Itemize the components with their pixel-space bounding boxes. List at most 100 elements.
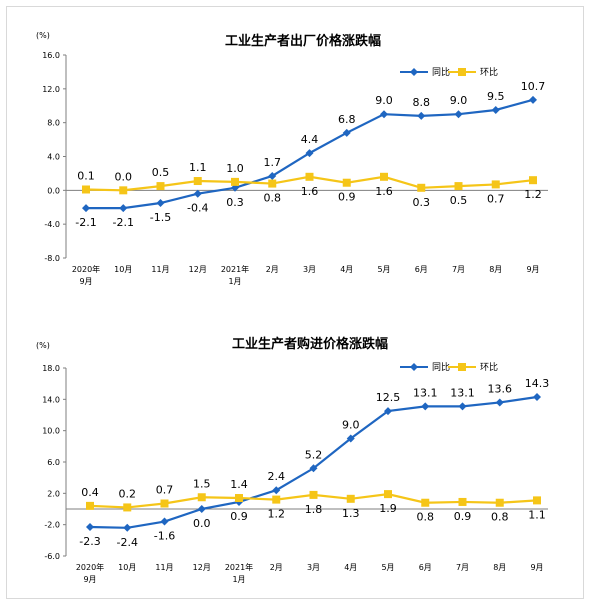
chart2-series-2-point xyxy=(384,490,392,499)
chart1-series-2-data-label: 0.1 xyxy=(77,169,95,182)
chart2-series-1-data-label: 0.9 xyxy=(230,510,248,523)
chart1-series-1-data-label: 8.8 xyxy=(413,96,431,109)
chart2-ytick-label: 6.0 xyxy=(47,458,60,467)
chart1-series-2-point xyxy=(82,185,90,194)
chart2-series-1-point xyxy=(458,402,467,411)
chart1-unit: (%) xyxy=(36,31,50,40)
chart1-xtick-label: 4月 xyxy=(340,265,353,274)
chart2-series-2-point xyxy=(272,495,281,504)
chart2-series-1-point xyxy=(495,398,504,407)
chart1-series-1-point xyxy=(119,204,128,213)
chart1-series-1-point xyxy=(380,110,388,119)
chart1-ytick-label: 8.0 xyxy=(47,119,60,128)
chart1-series-1-data-label: -2.1 xyxy=(113,216,134,229)
chart2-xtick-label: 9月 xyxy=(83,575,96,584)
chart1-series-2-data-label: 0.5 xyxy=(152,166,170,179)
chart2-xtick-label: 1月 xyxy=(232,575,245,584)
chart2-ytick-label: 10.0 xyxy=(42,427,60,436)
chart1-xtick-label: 2021年 xyxy=(221,264,249,274)
chart2-series-2-data-label: 1.1 xyxy=(528,508,546,521)
chart1-series-2-data-label: 1.2 xyxy=(524,188,542,201)
chart2-series-1-data-label: 13.1 xyxy=(450,386,475,399)
chart1-xtick-label: 6月 xyxy=(415,265,428,274)
chart1-series-1-data-label: 9.0 xyxy=(375,94,393,107)
chart2-series-1-data-label: 13.6 xyxy=(488,382,513,395)
chart2-series-2-point xyxy=(495,498,504,507)
chart2-series-2-data-label: 0.4 xyxy=(81,486,99,499)
chart2-series-2-point xyxy=(235,494,243,503)
chart1-ytick-label: 0.0 xyxy=(47,186,60,195)
chart2-series-1-point xyxy=(197,505,206,513)
chart1-series-2-data-label: 0.0 xyxy=(115,170,133,183)
chart2-xtick-label: 2021年 xyxy=(225,562,253,572)
chart2-series-1-data-label: 9.0 xyxy=(342,419,360,432)
chart2-series-2-point xyxy=(309,490,318,499)
chart2-series-1-point xyxy=(346,434,355,443)
chart2-ytick-label: -6.0 xyxy=(44,552,60,561)
chart1-xtick-label: 2月 xyxy=(266,265,279,274)
chart1-series-1-data-label: 9.5 xyxy=(487,90,505,103)
chart1-legend-marker-2 xyxy=(458,68,466,76)
chart2-series-2-data-label: 1.9 xyxy=(379,502,397,515)
chart1-xtick-label: 12月 xyxy=(189,265,207,274)
chart1-series-1-point xyxy=(491,105,500,114)
chart2-series-2-data-label: 1.3 xyxy=(342,507,360,520)
chart1-series-1-point xyxy=(454,110,463,119)
chart2-xtick-label: 12月 xyxy=(193,563,211,572)
chart1-series-2-point xyxy=(454,182,463,191)
chart1-series-1-point xyxy=(82,204,90,213)
chart1-series-1-point xyxy=(529,95,537,104)
chart2-series-2-point xyxy=(123,503,132,512)
chart1-series-2-data-label: 0.7 xyxy=(487,192,505,205)
chart1-xtick-label: 8月 xyxy=(489,265,502,274)
chart1-series-1-data-label: -2.1 xyxy=(75,216,96,229)
chart2-series-1-data-label: 0.0 xyxy=(193,517,211,530)
chart1-series-1-point xyxy=(342,128,351,137)
chart2-series-2-point xyxy=(197,493,206,502)
chart1-xtick-label: 7月 xyxy=(452,265,465,274)
chart1-series-1-data-label: 4.4 xyxy=(301,133,319,146)
chart2-series-2-data-label: 1.5 xyxy=(193,477,211,490)
chart2-ytick-label: 2.0 xyxy=(47,489,60,498)
chart1-series-1-data-label: 0.3 xyxy=(226,196,244,209)
chart2-ytick-label: -2.0 xyxy=(44,521,60,530)
chart1-series-2-data-label: 0.8 xyxy=(264,192,282,205)
chart2-series-1-data-label: 12.5 xyxy=(376,391,401,404)
chart2-xtick-label: 7月 xyxy=(456,563,469,572)
chart2-legend-label-2: 环比 xyxy=(480,361,498,373)
chart2-series-2-point xyxy=(458,497,467,506)
chart1-series-1-point xyxy=(193,189,202,198)
chart2-series-2-point xyxy=(346,494,355,503)
chart1-title: 工业生产者出厂价格涨跌幅 xyxy=(225,33,381,49)
chart1-series-2-data-label: 1.6 xyxy=(375,185,393,198)
chart2-legend-label-1: 同比 xyxy=(432,361,450,373)
chart2-series-1-point xyxy=(533,392,541,401)
chart1-legend-label-1: 同比 xyxy=(432,66,450,78)
chart1-series-2-point xyxy=(529,176,537,185)
chart2-series-1-data-label: 5.2 xyxy=(305,448,323,461)
chart2-series-1-point xyxy=(160,517,169,526)
chart2: 18.0 14.0 10.0 6.0 2.0 -2.0 -6.0 2020年 9月 10月 11月 1… xyxy=(42,361,549,584)
chart1: 16.0 12.0 8.0 4.0 0.0 -4.0 -8.0 2020年 9月 10月 11月 12… xyxy=(42,51,548,286)
chart2-legend-marker-1 xyxy=(410,363,418,371)
chart1-series-2-point xyxy=(342,178,351,187)
chart2-series-2-data-label: 0.9 xyxy=(454,510,472,523)
chart2-series-2-data-label: 1.4 xyxy=(230,478,248,491)
chart2-xtick-label: 11月 xyxy=(155,563,173,572)
chart1-series-1-point xyxy=(268,171,277,180)
chart1-ytick-label: -4.0 xyxy=(44,220,60,229)
chart1-xtick-label: 10月 xyxy=(114,265,132,274)
chart2-series-1-data-label: 2.4 xyxy=(268,470,286,483)
chart2-title: 工业生产者购进价格涨跌幅 xyxy=(232,336,388,352)
chart2-series-1-data-label: 13.1 xyxy=(413,386,438,399)
chart2-series-2-point xyxy=(86,501,94,510)
chart2-xtick-label: 2020年 xyxy=(76,562,104,572)
chart2-xtick-label: 4月 xyxy=(344,563,357,572)
figure-frame xyxy=(6,6,584,599)
chart1-series-1-data-label: 10.7 xyxy=(521,80,546,93)
chart1-series-1-data-label: 6.8 xyxy=(338,113,356,126)
chart2-xtick-label: 2月 xyxy=(270,563,283,572)
chart1-series-2-data-label: 1.6 xyxy=(301,185,319,198)
chart1-xtick-label: 11月 xyxy=(151,265,169,274)
chart2-series-2-data-label: 0.7 xyxy=(156,484,174,497)
